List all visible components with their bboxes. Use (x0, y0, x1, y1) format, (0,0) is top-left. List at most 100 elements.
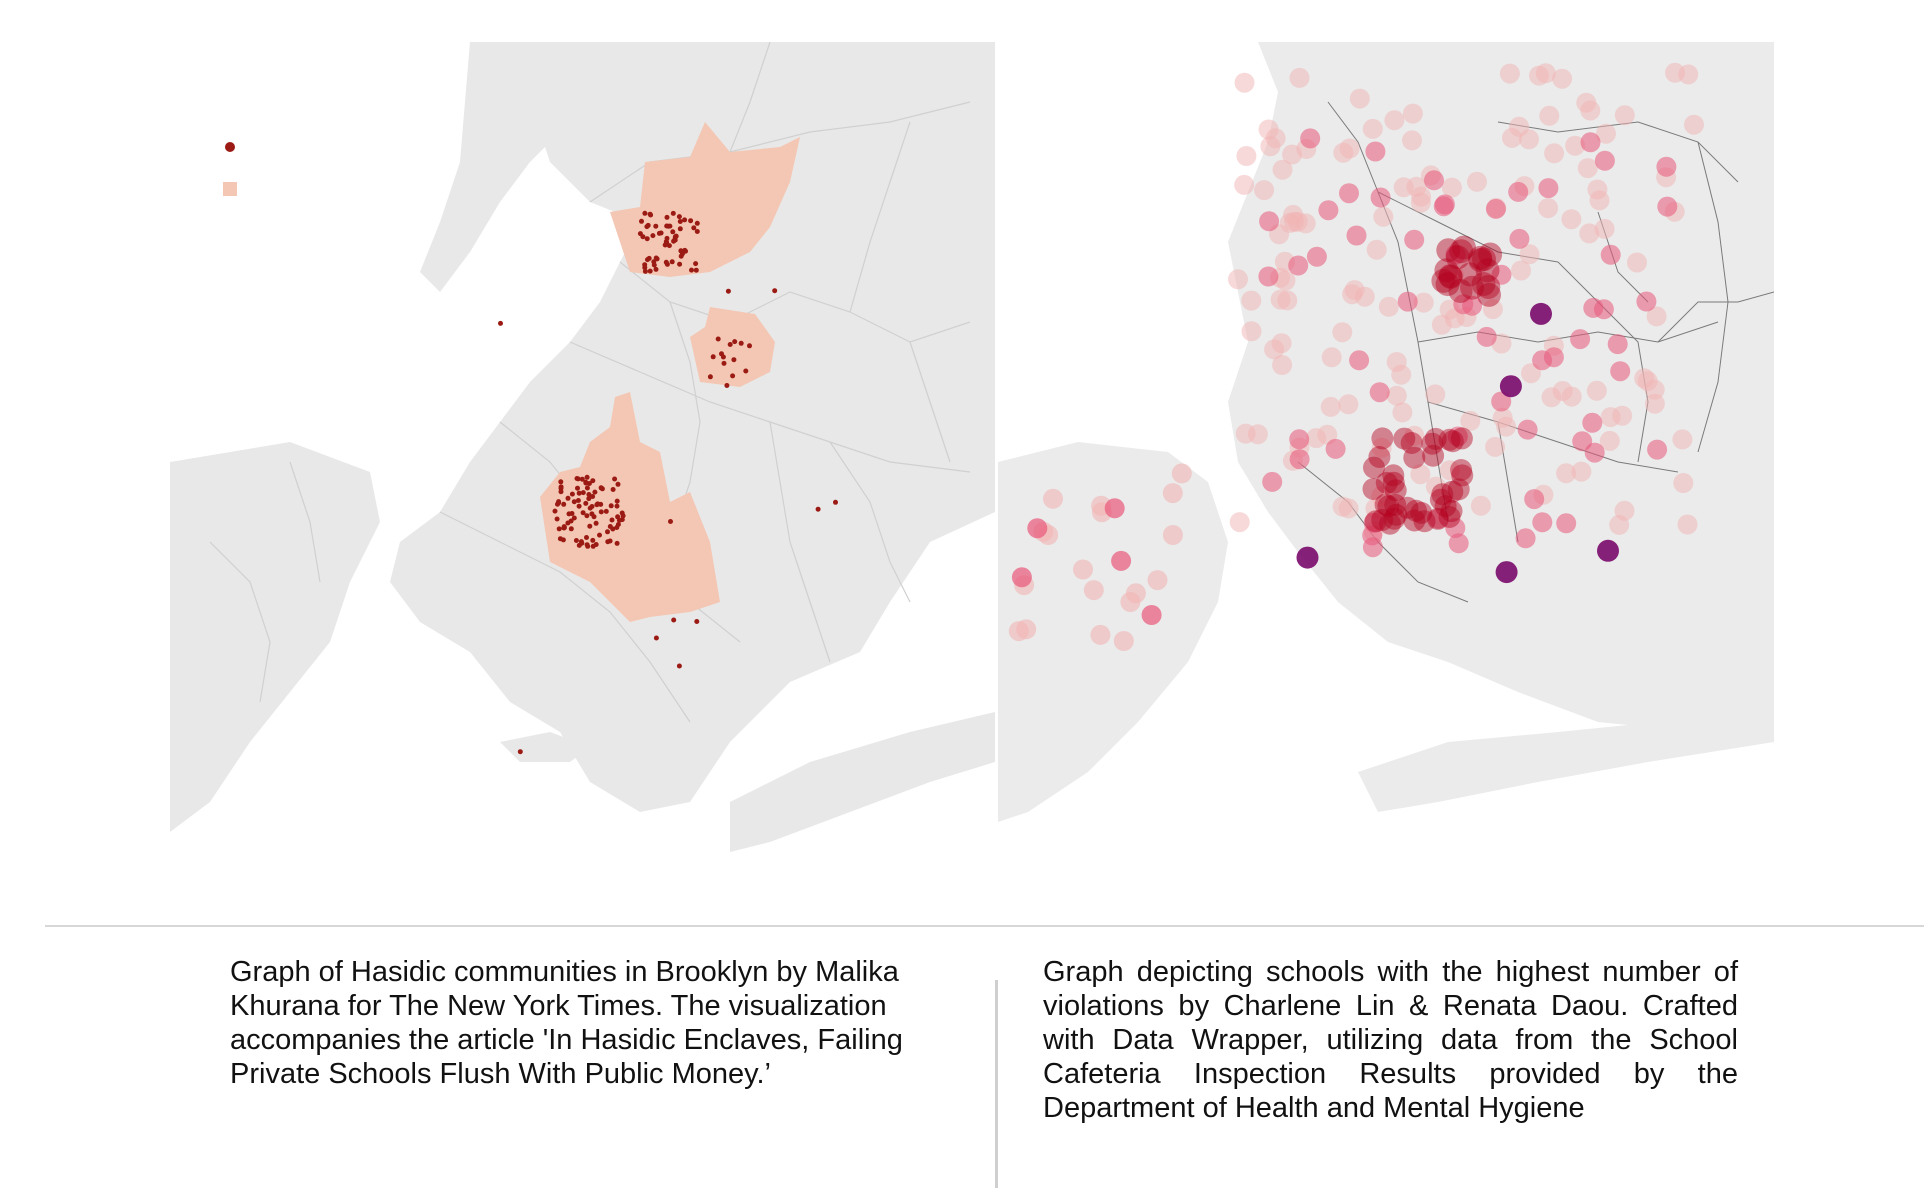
school-dot (1519, 244, 1540, 265)
hasidic-dot (568, 526, 574, 532)
hasidic-dot (642, 210, 648, 216)
school-dot (1396, 496, 1419, 519)
school-dot (1450, 459, 1473, 481)
school-dot (1425, 384, 1446, 405)
hasidic-dot (610, 526, 616, 532)
hasidic-dot (586, 481, 592, 486)
school-dot (1296, 546, 1319, 569)
school-dot (1561, 386, 1582, 407)
land-manhattan-bronx (390, 42, 995, 812)
school-dot (1450, 427, 1473, 450)
school-dot (1382, 471, 1405, 494)
school-dot (1445, 245, 1470, 270)
school-dot (1424, 170, 1444, 191)
hasidic-dot (568, 518, 574, 524)
hasidic-dot (614, 540, 620, 546)
school-dot (1366, 239, 1387, 260)
school-dot (1229, 512, 1250, 533)
hasidic-dot (583, 500, 589, 506)
school-dot (1570, 329, 1591, 350)
hasidic-dot (585, 543, 591, 549)
school-dot (1447, 478, 1470, 501)
hasidic-dot (664, 214, 670, 220)
school-dot (1508, 181, 1529, 202)
hasidic-dot (498, 320, 503, 326)
school-dot (1499, 375, 1522, 398)
school-dot (1599, 430, 1620, 451)
school-dot (1375, 471, 1398, 494)
school-dot (1338, 394, 1359, 415)
school-dot (1405, 499, 1427, 522)
school-dot (1400, 432, 1423, 454)
school-dot (1614, 105, 1635, 126)
hasidic-dot (688, 218, 694, 224)
hasidic-dot (682, 247, 688, 253)
school-violations-map (998, 42, 1774, 832)
hasidic-dot (653, 635, 659, 641)
school-dot (1495, 561, 1518, 584)
school-dot (1448, 533, 1469, 554)
school-dot (1342, 284, 1363, 305)
school-dot (1443, 264, 1464, 285)
hasidic-dot (725, 288, 731, 294)
school-dot (1306, 246, 1327, 267)
school-dot (1369, 382, 1390, 403)
school-dot (1565, 135, 1586, 156)
hasidic-dot (593, 520, 599, 526)
school-dot (1090, 624, 1111, 645)
school-dot (1532, 350, 1553, 371)
hasidic-dot (580, 490, 586, 496)
school-dot (1289, 67, 1310, 88)
hasidic-dot (747, 343, 752, 349)
hasidic-dot (664, 235, 670, 241)
hasidic-dot (682, 217, 688, 223)
hasidic-dot (558, 489, 564, 495)
school-dot (1539, 105, 1560, 126)
school-dot (1610, 361, 1631, 382)
hasidic-dot (554, 516, 560, 522)
school-dot (1272, 355, 1293, 375)
school-dot (1262, 471, 1283, 492)
school-dot (1476, 326, 1497, 347)
hasidic-dot (580, 510, 586, 516)
hasidic-dot (579, 476, 585, 482)
school-dot (1579, 223, 1600, 244)
school-dot (1371, 427, 1394, 450)
school-dot (1544, 143, 1565, 164)
hasidic-dot (676, 663, 682, 669)
hasidic-dot (664, 261, 670, 267)
school-dot (1448, 279, 1473, 303)
school-dot (1607, 334, 1628, 355)
school-dot (1162, 483, 1183, 504)
hasidic-dot (647, 211, 653, 217)
school-dot (1426, 507, 1449, 530)
school-dot (1384, 479, 1407, 502)
school-dot (1468, 245, 1493, 270)
hasidic-dot (670, 210, 676, 216)
hasidic-dot (589, 511, 595, 517)
hasidic-dot (693, 267, 699, 273)
school-dot (1073, 559, 1093, 580)
school-dot (1365, 141, 1386, 162)
school-dot (1411, 186, 1432, 207)
hasidic-dot (653, 255, 659, 261)
school-dot (1684, 114, 1704, 135)
school-dot (1471, 272, 1496, 296)
hasidic-dot (650, 233, 656, 239)
school-dot (1254, 180, 1275, 201)
school-dot (1561, 209, 1582, 230)
enclave-williamsburg (610, 122, 800, 277)
school-dot (1362, 537, 1383, 558)
school-dot (1386, 385, 1407, 406)
hasidic-dot (558, 479, 564, 485)
school-dot (1467, 171, 1487, 192)
school-dot (1519, 129, 1539, 150)
hasidic-dot (679, 251, 685, 257)
school-dot (1403, 509, 1426, 532)
school-dot (1435, 272, 1460, 297)
school-dot (1120, 592, 1141, 612)
school-dot (1371, 437, 1392, 458)
hasidic-dot (671, 617, 677, 623)
school-dot (1572, 431, 1593, 452)
school-dot (1425, 476, 1446, 497)
